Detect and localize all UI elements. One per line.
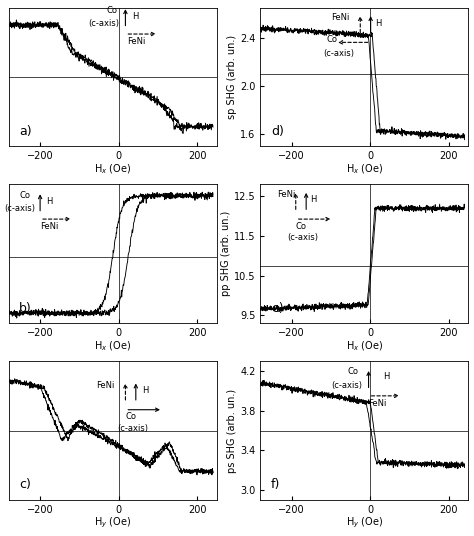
- X-axis label: H$_x$ (Oe): H$_x$ (Oe): [346, 162, 383, 176]
- X-axis label: H$_y$ (Oe): H$_y$ (Oe): [346, 516, 383, 531]
- Text: Co: Co: [327, 35, 338, 44]
- Text: (c-axis): (c-axis): [287, 233, 319, 242]
- Text: c): c): [19, 479, 31, 492]
- X-axis label: H$_y$ (Oe): H$_y$ (Oe): [94, 516, 132, 531]
- Y-axis label: ps SHG (arb. un.): ps SHG (arb. un.): [228, 389, 237, 473]
- Text: d): d): [271, 125, 283, 138]
- Text: FeNi: FeNi: [96, 381, 115, 390]
- Text: Co: Co: [348, 367, 359, 376]
- Text: e): e): [271, 302, 283, 315]
- Text: FeNi: FeNi: [277, 190, 295, 199]
- Text: Co: Co: [107, 6, 118, 15]
- Text: FeNi: FeNi: [331, 13, 349, 22]
- Text: (c-axis): (c-axis): [323, 49, 354, 58]
- Text: b): b): [19, 302, 32, 315]
- Text: H: H: [375, 19, 381, 28]
- Text: FeNi: FeNi: [128, 37, 146, 46]
- Text: (c-axis): (c-axis): [5, 204, 36, 213]
- Text: H: H: [132, 12, 138, 21]
- Text: (c-axis): (c-axis): [88, 19, 119, 28]
- Text: a): a): [19, 125, 32, 138]
- Text: Co: Co: [296, 222, 307, 231]
- Text: FeNi: FeNi: [369, 399, 387, 407]
- Text: H: H: [383, 372, 390, 381]
- Text: H: H: [46, 197, 53, 206]
- Text: (c-axis): (c-axis): [117, 423, 148, 433]
- Y-axis label: pp SHG (arb. un.): pp SHG (arb. un.): [221, 211, 231, 296]
- Text: H: H: [310, 196, 317, 204]
- X-axis label: H$_x$ (Oe): H$_x$ (Oe): [94, 339, 132, 353]
- Text: H: H: [142, 386, 148, 395]
- Text: (c-axis): (c-axis): [331, 381, 362, 390]
- Text: Co: Co: [126, 412, 137, 421]
- Text: Co: Co: [19, 191, 30, 200]
- X-axis label: H$_x$ (Oe): H$_x$ (Oe): [346, 339, 383, 353]
- X-axis label: H$_x$ (Oe): H$_x$ (Oe): [94, 162, 132, 176]
- Text: f): f): [271, 479, 280, 492]
- Text: FeNi: FeNi: [40, 222, 58, 231]
- Y-axis label: sp SHG (arb. un.): sp SHG (arb. un.): [228, 35, 237, 119]
